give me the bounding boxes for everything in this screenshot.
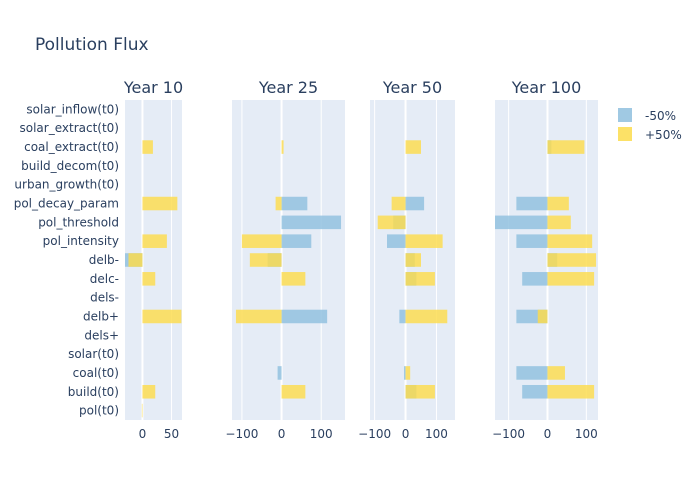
bar-minus-50[interactable] <box>404 366 406 380</box>
bar-minus-50[interactable] <box>516 234 548 248</box>
category-label: dels+ <box>84 328 119 342</box>
bar-plus-50[interactable] <box>405 384 435 399</box>
category-label: delb+ <box>83 309 119 323</box>
bar-plus-50[interactable] <box>547 253 597 267</box>
facet-panels: 0 50 Year 10 −100 0 100 Year 25 −100 0 100 Year 50… <box>123 78 598 441</box>
category-label: pol_intensity <box>43 234 119 248</box>
x-tick-label: 50 <box>164 427 179 441</box>
x-tick-label: −100 <box>492 427 525 441</box>
bar-plus-50[interactable] <box>547 272 595 286</box>
legend-swatch[interactable] <box>618 127 632 141</box>
panel-3: −100 0 100 Year 50 <box>358 78 455 441</box>
category-label: dels- <box>90 291 119 305</box>
bar-plus-50[interactable] <box>141 403 143 418</box>
bar-plus-50[interactable] <box>405 366 411 380</box>
bar-plus-50[interactable] <box>142 309 182 324</box>
bar-plus-50[interactable] <box>142 384 156 399</box>
bar-plus-50[interactable] <box>547 234 593 248</box>
bar-plus-50[interactable] <box>547 140 585 154</box>
bar-minus-50[interactable] <box>399 309 406 324</box>
bar-minus-50[interactable] <box>522 384 548 399</box>
bar-plus-50[interactable] <box>281 272 306 286</box>
bar-plus-50[interactable] <box>142 272 156 286</box>
bar-plus-50[interactable] <box>405 253 421 267</box>
category-label: pol_decay_param <box>14 197 119 211</box>
panel-title: Year 50 <box>382 78 442 97</box>
category-label: urban_growth(t0) <box>14 178 119 192</box>
bar-plus-50[interactable] <box>391 196 406 211</box>
category-label: delc- <box>90 272 119 286</box>
bar-plus-50[interactable] <box>405 309 448 324</box>
legend[interactable]: -50% +50% <box>618 108 682 142</box>
legend-label[interactable]: -50% <box>645 109 676 123</box>
panel-background <box>232 100 345 420</box>
legend-swatch[interactable] <box>618 108 632 122</box>
bar-plus-50[interactable] <box>249 253 282 267</box>
bar-minus-50[interactable] <box>277 366 282 380</box>
bar-plus-50[interactable] <box>405 140 421 154</box>
x-tick-label: 0 <box>139 427 147 441</box>
panel-title: Year 10 <box>123 78 183 97</box>
x-tick-label: −100 <box>225 427 258 441</box>
x-tick-label: 0 <box>544 427 552 441</box>
panel-title: Year 100 <box>511 78 582 97</box>
bar-plus-50[interactable] <box>547 366 565 380</box>
bar-plus-50[interactable] <box>537 309 548 324</box>
bar-plus-50[interactable] <box>142 234 167 248</box>
category-label: coal(t0) <box>73 366 119 380</box>
category-axis: solar_inflow(t0) solar_extract(t0) coal_ex… <box>14 102 119 417</box>
category-label: pol(t0) <box>79 404 119 418</box>
bar-minus-50[interactable] <box>516 366 548 380</box>
category-label: pol_threshold <box>38 215 119 229</box>
x-tick-label: 100 <box>575 427 598 441</box>
bar-plus-50[interactable] <box>405 272 435 286</box>
bar-plus-50[interactable] <box>128 253 143 267</box>
panel-2: −100 0 100 Year 25 <box>225 78 345 441</box>
bar-minus-50[interactable] <box>516 196 548 211</box>
panel-1: 0 50 Year 10 <box>123 78 183 441</box>
chart-title: Pollution Flux <box>35 35 149 55</box>
category-label: delb- <box>89 253 119 267</box>
x-tick-label: 100 <box>310 427 333 441</box>
x-tick-label: 0 <box>402 427 410 441</box>
legend-label[interactable]: +50% <box>645 128 682 142</box>
bar-plus-50[interactable] <box>235 309 282 324</box>
x-tick-label: −100 <box>358 427 391 441</box>
panel-4: −100 0 100 Year 100 <box>492 78 598 441</box>
category-label: solar_inflow(t0) <box>26 102 119 116</box>
bar-plus-50[interactable] <box>142 140 153 154</box>
bar-minus-50[interactable] <box>405 196 425 211</box>
bar-plus-50[interactable] <box>241 234 282 248</box>
category-label: solar(t0) <box>68 347 119 361</box>
panel-title: Year 25 <box>258 78 318 97</box>
bar-plus-50[interactable] <box>547 215 571 230</box>
x-tick-label: 100 <box>425 427 448 441</box>
bar-minus-50[interactable] <box>495 215 548 230</box>
bar-plus-50[interactable] <box>281 140 284 154</box>
category-label: coal_extract(t0) <box>24 140 119 154</box>
bar-plus-50[interactable] <box>405 234 443 248</box>
bar-minus-50[interactable] <box>281 234 312 248</box>
bar-minus-50[interactable] <box>387 234 406 248</box>
bar-plus-50[interactable] <box>547 384 595 399</box>
bar-plus-50[interactable] <box>377 215 406 230</box>
bar-minus-50[interactable] <box>281 196 308 211</box>
category-label: solar_extract(t0) <box>20 121 120 135</box>
bar-plus-50[interactable] <box>275 196 282 211</box>
bar-plus-50[interactable] <box>281 384 306 399</box>
category-label: build_decom(t0) <box>21 159 119 173</box>
x-tick-label: 0 <box>278 427 286 441</box>
bar-plus-50[interactable] <box>142 196 178 211</box>
category-label: build(t0) <box>68 385 119 399</box>
bar-minus-50[interactable] <box>281 309 328 324</box>
bar-minus-50[interactable] <box>522 272 548 286</box>
bar-plus-50[interactable] <box>547 196 569 211</box>
bar-minus-50[interactable] <box>281 215 342 230</box>
